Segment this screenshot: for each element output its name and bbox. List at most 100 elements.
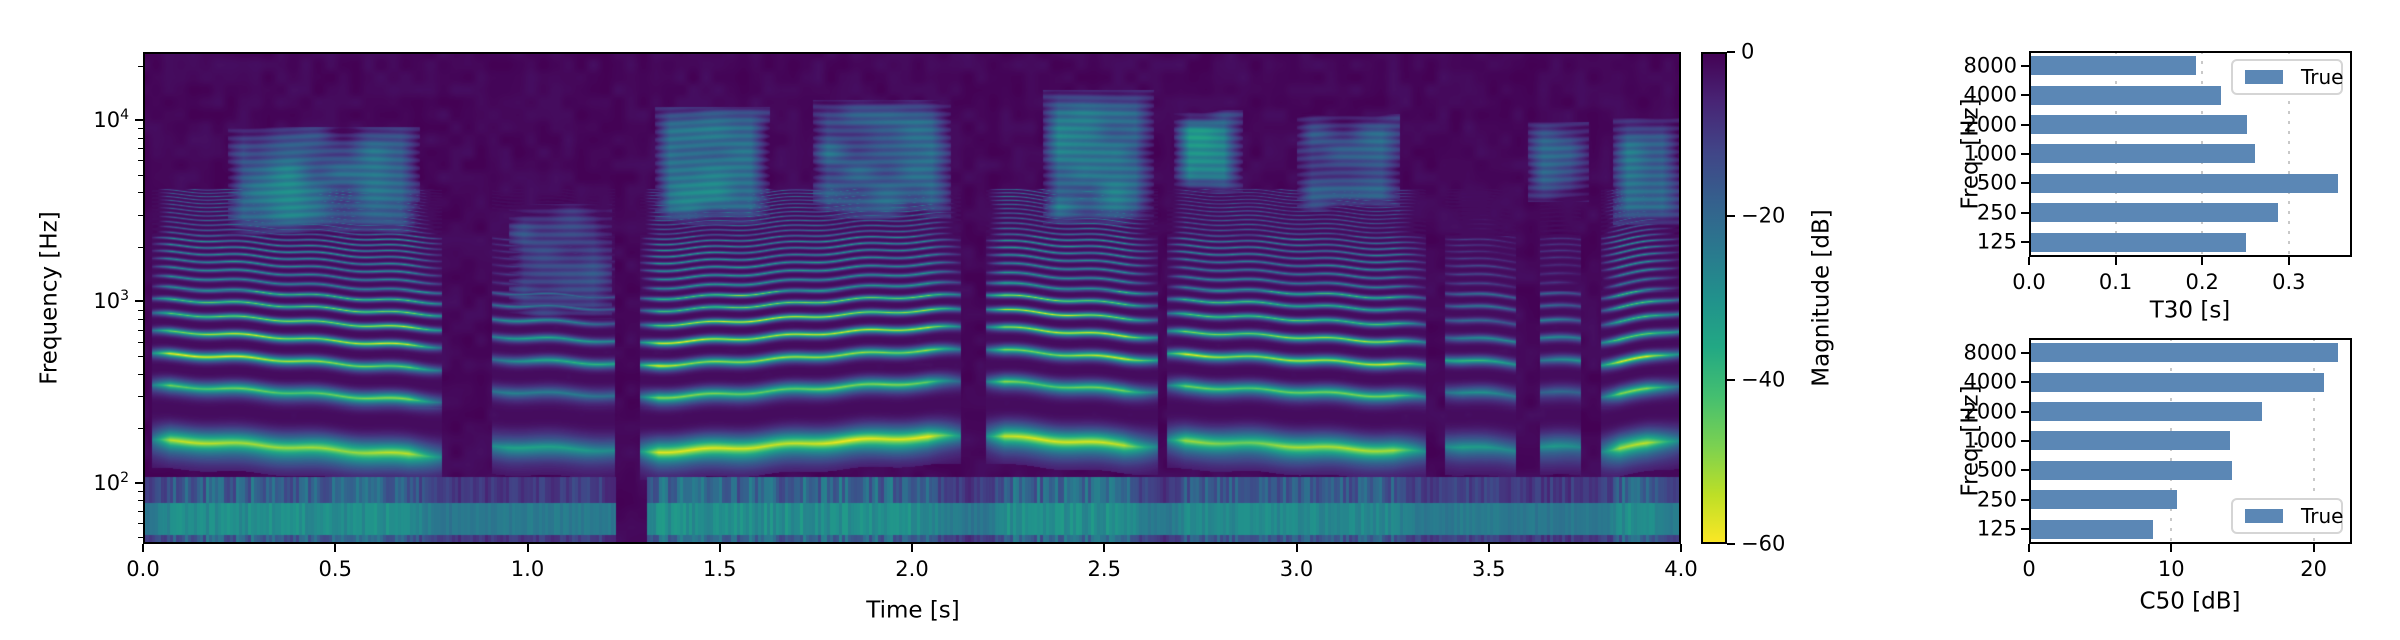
y-tick <box>135 300 143 303</box>
x-tick <box>526 544 529 552</box>
y-minor-tick <box>138 491 143 493</box>
colorbar <box>1701 52 1727 544</box>
spectrogram-image <box>143 52 1681 544</box>
x-tick-label: 1.0 <box>510 557 545 581</box>
y-tick <box>2021 440 2029 442</box>
legend-label: True <box>2301 65 2344 89</box>
y-minor-tick <box>138 428 143 430</box>
colorbar-tick-label: 0 <box>1741 39 1755 64</box>
x-tick <box>142 544 144 552</box>
x-tick-label: 1.5 <box>703 557 737 581</box>
y-tick-label: 250 <box>1976 200 2017 225</box>
x-tick <box>1103 544 1106 552</box>
y-tick <box>2021 410 2029 413</box>
x-tick <box>2028 257 2030 265</box>
colorbar-label: Magnitude [dB] <box>1808 209 1835 387</box>
gridline <box>2287 51 2290 257</box>
bar-250 <box>2029 203 2278 222</box>
x-tick-label: 0.3 <box>2272 270 2306 294</box>
x-tick-label: 0.0 <box>126 557 160 581</box>
y-minor-tick <box>138 214 143 216</box>
y-minor-tick <box>138 500 143 502</box>
y-tick-label: 8000 <box>1963 340 2017 365</box>
y-minor-tick <box>138 373 143 375</box>
y-tick-label: 500 <box>1976 457 2017 482</box>
y-tick <box>2021 182 2029 185</box>
y-tick <box>2021 123 2029 126</box>
bar-125 <box>2029 233 2246 252</box>
y-tick <box>2021 351 2029 354</box>
y-tick-label: 104 <box>93 107 129 133</box>
t30-bar-chart-axes <box>2029 51 2352 257</box>
x-tick <box>1487 544 1490 552</box>
x-tick-label: 0.1 <box>2098 270 2133 294</box>
x-tick <box>2312 544 2315 552</box>
y-minor-tick <box>138 65 143 67</box>
y-tick-label: 4000 <box>1963 369 2017 394</box>
legend: True <box>2231 59 2343 95</box>
bar-1000 <box>2029 144 2255 163</box>
colorbar-tick <box>1727 543 1735 545</box>
y-tick-label: 8000 <box>1963 53 2017 78</box>
legend: True <box>2231 498 2343 534</box>
c50-bar-chart-axes <box>2029 338 2352 544</box>
x-tick <box>334 544 337 552</box>
bar-250 <box>2029 490 2177 509</box>
y-tick <box>2021 498 2029 501</box>
x-tick-label: 0.2 <box>2185 270 2219 294</box>
y-tick <box>135 119 143 122</box>
x-tick <box>2170 544 2173 552</box>
x-tick <box>2201 257 2204 265</box>
y-tick-label: 4000 <box>1963 82 2017 107</box>
colorbar-tick <box>1727 379 1735 381</box>
x-tick-label: 2.5 <box>1087 557 1121 581</box>
y-minor-tick <box>138 174 143 176</box>
bar-4000 <box>2029 86 2221 105</box>
y-minor-tick <box>138 192 143 194</box>
y-tick-label: 500 <box>1976 170 2017 195</box>
x-tick <box>2287 257 2290 265</box>
x-tick-label: 20 <box>2300 557 2327 581</box>
legend-patch <box>2245 509 2283 523</box>
colorbar-tick-label: −20 <box>1741 203 1786 228</box>
y-tick <box>2021 381 2029 384</box>
y-tick <box>2021 94 2029 97</box>
bar-4000 <box>2029 373 2324 392</box>
y-tick-label: 103 <box>93 288 129 314</box>
colorbar-tick-label: −40 <box>1741 367 1786 392</box>
y-tick <box>135 481 143 484</box>
y-tick <box>2021 528 2029 531</box>
spectrogram-axes <box>143 52 1681 544</box>
y-tick-label: 2000 <box>1963 399 2017 424</box>
y-tick <box>2021 211 2029 214</box>
c50-x-axis-label: C50 [dB] <box>2139 588 2241 615</box>
x-tick <box>911 544 913 552</box>
x-tick <box>2114 257 2117 265</box>
bar-125 <box>2029 520 2153 539</box>
x-tick <box>1295 544 1298 552</box>
bar-1000 <box>2029 431 2230 450</box>
y-tick <box>2021 153 2029 155</box>
x-tick <box>1680 544 1682 552</box>
y-tick-label: 125 <box>1976 229 2017 254</box>
y-tick-label: 102 <box>93 469 129 495</box>
y-minor-tick <box>138 537 143 539</box>
bar-500 <box>2029 461 2232 480</box>
x-tick-label: 0 <box>2022 557 2036 581</box>
bar-2000 <box>2029 402 2262 421</box>
y-minor-tick <box>138 329 143 331</box>
y-tick-label: 2000 <box>1963 112 2017 137</box>
y-minor-tick <box>138 309 143 311</box>
legend-label: True <box>2301 504 2344 528</box>
legend-patch <box>2245 70 2283 84</box>
y-tick-label: 250 <box>1976 487 2017 512</box>
gridline <box>2312 338 2315 544</box>
x-tick-label: 10 <box>2157 557 2185 581</box>
x-tick <box>718 544 721 552</box>
y-tick-label: 1000 <box>1963 428 2017 453</box>
t30-x-axis-label: T30 [s] <box>2149 297 2231 324</box>
x-tick-label: 0.5 <box>318 557 352 581</box>
colorbar-tick <box>1727 215 1735 217</box>
bar-8000 <box>2029 56 2196 75</box>
